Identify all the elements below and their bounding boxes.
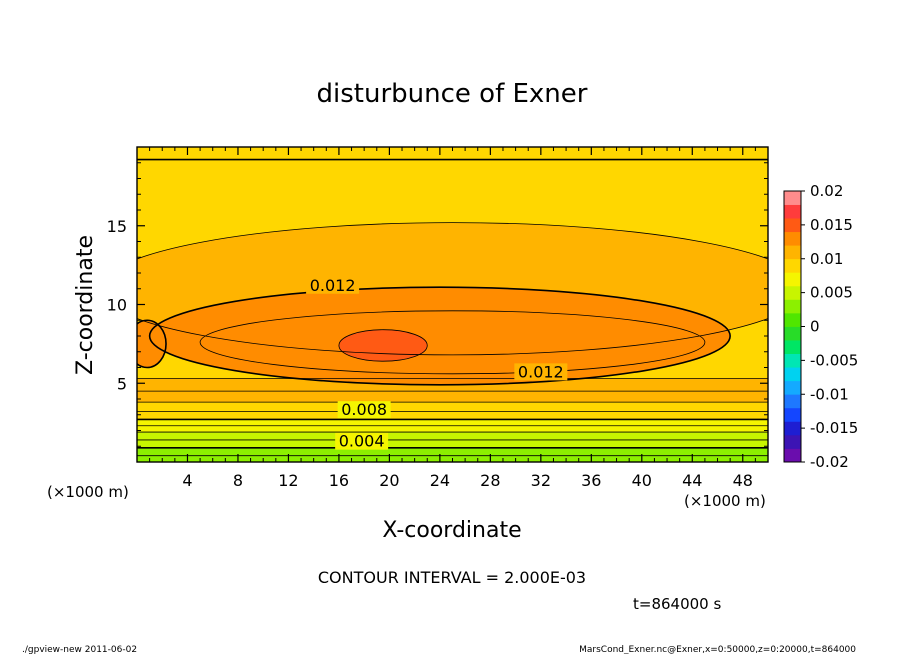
- colorbar-segment: [784, 191, 801, 205]
- time-label: t=864000 s: [633, 595, 721, 613]
- x-tick-label: 36: [581, 471, 601, 490]
- colorbar-segment: [784, 340, 801, 354]
- contour-label-bg-1: [514, 363, 568, 381]
- x-unit-left: (×1000 m): [47, 483, 129, 501]
- field-band-4: [137, 425, 768, 433]
- colorbar-segment: [784, 218, 801, 233]
- contour-label-2: 0.008: [341, 400, 387, 419]
- contour-label-3: 0.004: [339, 432, 385, 451]
- y-tick-label: 15: [107, 217, 127, 236]
- x-tick-label: 16: [329, 471, 349, 490]
- contour-label-0: 0.012: [310, 276, 356, 295]
- footer-right: MarsCond_Exner.nc@Exner,x=0:50000,z=0:20…: [579, 645, 856, 654]
- x-tick-label: 4: [182, 471, 192, 490]
- contour-labels: 0.012 0.012 0.008 0.004: [306, 276, 568, 451]
- colorbar-segment: [784, 353, 801, 368]
- field-band-11: [137, 147, 768, 160]
- colorbar-tick-label: 0.015: [810, 216, 853, 234]
- field-band-3: [137, 432, 768, 440]
- x-tick-label: 48: [733, 471, 753, 490]
- colorbar-segment: [784, 245, 801, 260]
- x-tick-label: 24: [430, 471, 450, 490]
- colorbar-segment: [784, 204, 801, 219]
- field-region-4: [338, 329, 428, 362]
- colorbar-tick-label: 0.02: [810, 182, 843, 200]
- colorbar-tick-label: 0: [810, 318, 820, 336]
- y-axis-label: Z-coordinate: [73, 235, 98, 375]
- colorbar-tick-label: -0.01: [810, 385, 849, 403]
- y-tick-label: 5: [117, 374, 127, 393]
- colorbar-segment: [784, 448, 801, 463]
- contour-ring-2: [137, 319, 167, 369]
- x-tick-label: 12: [278, 471, 298, 490]
- x-tick-label: 20: [379, 471, 399, 490]
- colorbar-segment: [784, 434, 801, 449]
- colorbar-segment: [784, 231, 801, 246]
- contour-label-bg-0: [306, 276, 360, 294]
- contour-label-bg-2: [337, 401, 391, 419]
- field-band-8: [137, 391, 768, 403]
- contour-ring-3: [199, 310, 706, 375]
- chart-title: disturbunce of Exner: [317, 79, 588, 109]
- x-tick-label: 8: [233, 471, 243, 490]
- field-band-5: [137, 419, 768, 426]
- colorbar-segment: [784, 272, 801, 287]
- field-band-2: [137, 439, 768, 448]
- field-band-6: [137, 411, 768, 420]
- contour-label-1: 0.012: [518, 362, 564, 381]
- contour-lines: [137, 158, 768, 457]
- colorbar-segment: [784, 326, 801, 341]
- footer-left: ./gpview-new 2011-06-02: [22, 645, 137, 654]
- field-region-2: [137, 320, 167, 368]
- colorbar-segment: [784, 312, 801, 327]
- colorbar-tick-label: 0.01: [810, 250, 843, 268]
- x-tick-label: 32: [531, 471, 551, 490]
- colorbar-segment: [784, 367, 801, 382]
- x-tick-label: 28: [480, 471, 500, 490]
- contour-field: [137, 147, 768, 462]
- colorbar-segment: [784, 421, 801, 436]
- colorbar-segment: [784, 380, 801, 395]
- field-band-1: [137, 447, 768, 456]
- colorbar-segment: [784, 407, 801, 422]
- contour-ring-4: [338, 329, 428, 362]
- colorbar-segment: [784, 299, 801, 314]
- colorbar-tick-label: -0.005: [810, 351, 858, 369]
- x-axis-ticks: 4 8 12 16 20 24 28 32 36 40 44 48: [149, 147, 756, 490]
- field-band-7: [137, 402, 768, 412]
- contour-ring-0: [137, 222, 768, 356]
- x-tick-label: 40: [632, 471, 652, 490]
- x-axis-label: X-coordinate: [382, 518, 521, 543]
- colorbar-tick-label: -0.015: [810, 419, 858, 437]
- x-unit-right: (×1000 m): [684, 492, 766, 510]
- colorbar: -0.02 -0.015 -0.01 -0.005 0 0.005 0.01 0.015 0.0…: [783, 182, 858, 471]
- x-tick-label: 44: [682, 471, 702, 490]
- contour-interval-note: CONTOUR INTERVAL = 2.000E-03: [318, 568, 586, 587]
- colorbar-tick-label: -0.02: [810, 453, 849, 471]
- field-region-3: [200, 310, 705, 374]
- contour-ring-1: [148, 286, 731, 386]
- colorbar-tick-label: 0.005: [810, 284, 853, 302]
- y-tick-label: 10: [107, 296, 127, 315]
- contour-label-bg-3: [335, 432, 389, 450]
- colorbar-segment: [784, 285, 801, 300]
- y-axis-ticks: 5 10 15: [107, 162, 768, 447]
- colorbar-segment: [784, 258, 801, 273]
- colorbar-segment: [784, 394, 801, 409]
